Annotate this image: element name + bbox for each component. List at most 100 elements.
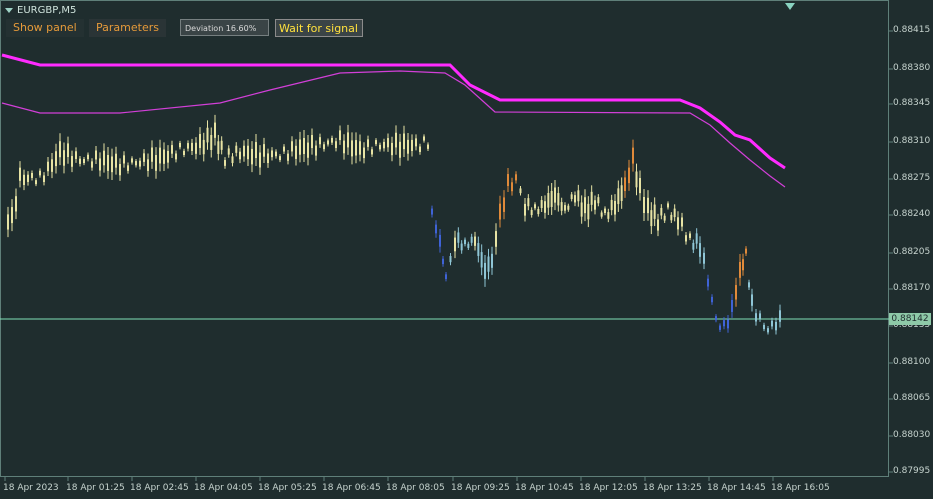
candle-body [647,197,649,214]
candle-body [171,145,173,154]
candle-body [27,174,29,182]
candle-body [263,144,265,157]
candle-body [159,147,161,164]
candle-body [739,261,741,278]
candle-body [359,141,361,155]
candle-body [283,146,285,152]
candle-body [51,159,53,172]
candle-body [695,233,698,244]
candle-body [537,208,540,215]
candle-body [727,319,729,329]
candle-body [590,191,593,205]
candle-body [191,142,193,151]
candle-body [779,310,781,322]
candle-body [47,161,49,172]
candle-body [243,145,245,157]
candle-body [206,127,209,143]
candle-body [554,187,556,203]
candle-body [564,205,566,211]
candle-body [351,140,353,157]
candle-body [699,243,701,257]
candle-body [387,138,389,148]
candle-body [657,219,659,231]
candle-body [111,156,113,173]
symbol-text: EURGBP,M5 [17,5,77,16]
time-tick-label: 18 Apr 10:45 [515,483,574,493]
price-tick-label: 0.88380 [893,63,931,73]
deviation-field[interactable]: Deviation 16.60% [180,19,269,36]
candle-body [480,252,483,268]
candle-body [454,237,456,252]
candle-body [763,324,765,330]
candle-body [231,156,234,164]
chart-area[interactable] [0,0,889,477]
candle-body [507,174,509,187]
symbol-label: EURGBP,M5 [5,5,76,16]
candle-body [83,158,85,164]
candle-body [449,256,452,263]
candle-body [19,167,21,181]
candle-body [347,132,349,148]
candle-body [35,180,37,185]
candle-body [335,141,337,148]
upper-envelope-line [1,53,786,170]
candle-body [445,274,447,280]
candle-body [271,150,273,158]
time-tick-label: 18 Apr 16:05 [771,483,830,493]
time-tick-label: 18 Apr 05:25 [258,483,317,493]
candle-body [745,248,747,254]
candle-body [519,188,522,194]
candle-body [407,139,409,154]
time-tick-label: 18 Apr 08:05 [386,483,445,493]
candle-body [355,140,357,156]
candle-body [544,201,546,213]
candle-body [534,204,536,209]
time-tick-label: 18 Apr 06:45 [322,483,381,493]
price-tick-label: 0.88030 [893,430,931,440]
time-tick-label: 18 Apr 09:25 [451,483,510,493]
candle-body [151,147,153,162]
candle-body [771,320,773,327]
candle-body [632,147,634,164]
candle-body [131,158,133,163]
candle-body [663,215,666,221]
show-panel-button[interactable]: Show panel [6,19,84,37]
candle-body [547,193,550,208]
candle-body [439,234,441,247]
candle-body [7,214,9,230]
parameters-button[interactable]: Parameters [89,19,166,37]
candle-body [179,142,181,148]
candle-body [557,193,560,206]
candle-body [570,194,573,200]
candle-body [703,252,705,264]
candle-body [540,200,543,209]
time-tick-label: 18 Apr 02:45 [130,483,189,493]
candle-body [617,188,620,205]
candle-body [187,143,189,149]
candle-body [220,140,223,150]
candle-body [71,156,73,167]
candle-body [692,242,695,250]
candle-body [677,217,679,230]
signal-status-field: Wait for signal [275,19,363,37]
price-tick-label: 0.88275 [893,173,931,183]
candle-body [673,208,676,218]
candle-body [610,199,613,211]
candle-body [67,143,69,157]
candle-body [383,141,385,149]
candle-body [775,321,777,331]
candle-body [587,203,590,220]
candle-body [59,141,61,158]
candle-body [210,134,213,150]
candle-body [435,224,437,234]
chart-shift-marker-icon[interactable] [785,3,795,10]
candle-body [147,159,149,171]
candle-body [419,146,421,152]
candle-body [379,144,381,150]
candle-body [251,148,253,165]
price-tick-label: 0.87995 [893,466,931,476]
candle-body [115,153,117,168]
candle-body [560,202,563,211]
candle-body [75,151,77,159]
time-tick-label: 18 Apr 14:45 [707,483,766,493]
